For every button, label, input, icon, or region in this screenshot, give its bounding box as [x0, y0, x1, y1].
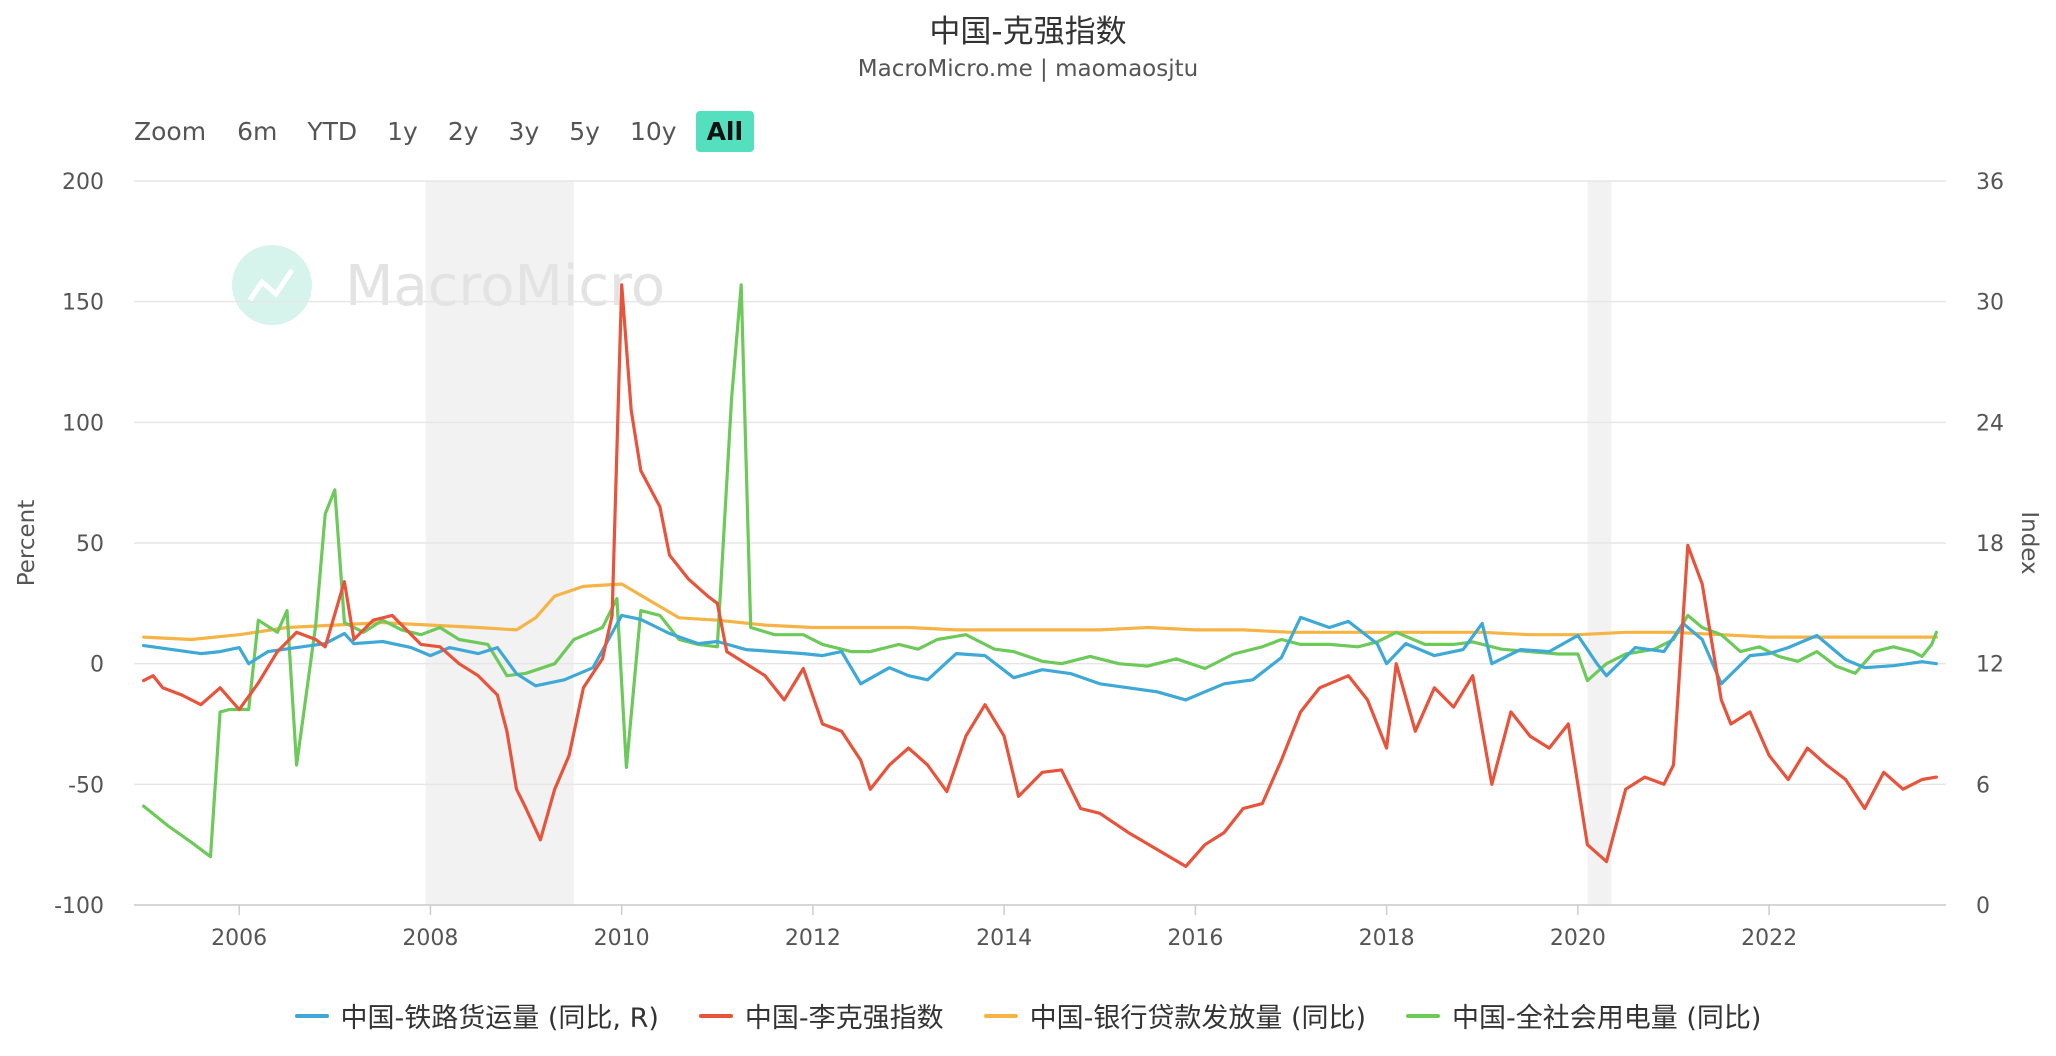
- x-axis-tick-label: 2022: [1741, 926, 1797, 951]
- right-axis-tick-label: 6: [1976, 773, 1990, 798]
- right-axis-tick-label: 36: [1976, 170, 2004, 195]
- right-axis-tick-label: 24: [1976, 411, 2004, 436]
- x-axis-tick-label: 2014: [976, 926, 1032, 951]
- legend-swatch-rail: [294, 1013, 329, 1018]
- right-axis-tick-label: 0: [1976, 894, 1990, 919]
- range-button-3y[interactable]: 3y: [508, 116, 540, 146]
- legend-swatch-loans: [983, 1013, 1018, 1018]
- left-axis-tick-label: 50: [76, 532, 104, 557]
- x-axis-tick-label: 2008: [402, 926, 458, 951]
- legend-label-keqiang: 中国-李克强指数: [744, 1003, 944, 1034]
- zoom-label: Zoom: [134, 116, 207, 146]
- range-button-6m[interactable]: 6m: [237, 116, 278, 146]
- range-button-10y[interactable]: 10y: [629, 116, 677, 146]
- legend-item-rail[interactable]: 中国-铁路货运量 (同比, R): [294, 996, 659, 1035]
- right-axis-tick-label: 12: [1976, 653, 2004, 678]
- legend-label-power: 中国-全社会用电量 (同比): [1452, 1003, 1762, 1034]
- legend-item-keqiang[interactable]: 中国-李克强指数: [698, 996, 944, 1035]
- right-axis-tick-label: 30: [1976, 291, 2004, 316]
- right-axis-tick-label: 18: [1976, 532, 2004, 557]
- legend-swatch-keqiang: [698, 1013, 733, 1018]
- x-axis-tick-label: 2006: [211, 926, 267, 951]
- range-button-all[interactable]: All: [695, 110, 755, 152]
- series-line-power: [142, 283, 1939, 859]
- legend-item-loans[interactable]: 中国-银行贷款发放量 (同比): [983, 996, 1367, 1035]
- watermark-text: MacroMicro: [345, 254, 665, 319]
- legend-label-loans: 中国-银行贷款发放量 (同比): [1029, 1003, 1367, 1034]
- series-line-keqiang: [142, 283, 1939, 869]
- legend: 中国-铁路货运量 (同比, R) 中国-李克强指数 中国-银行贷款发放量 (同比…: [0, 996, 2056, 1035]
- chart-subtitle: MacroMicro.me | maomaosjtu: [857, 56, 1199, 82]
- legend-label-rail: 中国-铁路货运量 (同比, R): [340, 1003, 659, 1034]
- x-axis-tick-label: 2018: [1359, 926, 1415, 951]
- legend-item-power[interactable]: 中国-全社会用电量 (同比): [1406, 996, 1761, 1035]
- chart-canvas: MacroMicro 200 150 100 50 0 -50 -100 36 30 24 18 12 6…: [14, 170, 2042, 951]
- range-button-2y[interactable]: 2y: [447, 116, 479, 146]
- range-selector: Zoom 6m YTD 1y 2y 3y 5y 10y All: [134, 108, 762, 154]
- range-button-5y[interactable]: 5y: [569, 116, 600, 146]
- x-axis-tick-label: 2020: [1550, 926, 1606, 951]
- legend-swatch-power: [1406, 1013, 1441, 1018]
- x-axis-tick-label: 2016: [1167, 926, 1223, 951]
- right-axis-title: Index: [2016, 511, 2042, 574]
- left-axis-tick-label: -100: [54, 894, 104, 919]
- watermark: MacroMicro: [232, 245, 665, 325]
- x-axis-tick-label: 2012: [785, 926, 841, 951]
- left-axis-tick-label: 100: [62, 411, 104, 436]
- left-axis-tick-label: 150: [62, 291, 104, 316]
- x-axis-tick-label: 2010: [594, 926, 650, 951]
- left-axis-title: Percent: [14, 500, 40, 587]
- range-button-ytd[interactable]: YTD: [307, 116, 358, 146]
- series-line-rail: [142, 613, 1939, 702]
- left-axis-tick-label: -50: [68, 773, 104, 798]
- series-line-loans: [142, 582, 1939, 642]
- range-button-1y[interactable]: 1y: [387, 116, 418, 146]
- chart-title: 中国-克强指数: [929, 14, 1127, 50]
- left-axis-tick-label: 200: [62, 170, 104, 195]
- left-axis-tick-label: 0: [90, 653, 104, 678]
